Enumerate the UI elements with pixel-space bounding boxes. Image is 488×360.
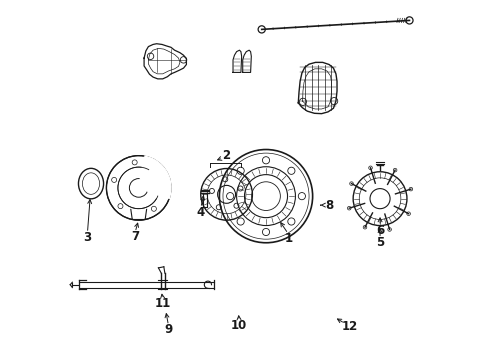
Text: 6: 6 <box>375 224 384 237</box>
Text: 10: 10 <box>230 319 247 332</box>
Text: 3: 3 <box>83 231 91 244</box>
Text: 8: 8 <box>325 199 333 212</box>
Text: 4: 4 <box>196 206 204 219</box>
Text: 11: 11 <box>154 297 170 310</box>
Text: 9: 9 <box>164 323 172 336</box>
Wedge shape <box>139 156 171 199</box>
Text: 2: 2 <box>222 149 229 162</box>
Text: 7: 7 <box>131 230 139 243</box>
Text: 12: 12 <box>341 320 357 333</box>
Text: 1: 1 <box>284 231 292 244</box>
Text: 5: 5 <box>375 236 384 249</box>
